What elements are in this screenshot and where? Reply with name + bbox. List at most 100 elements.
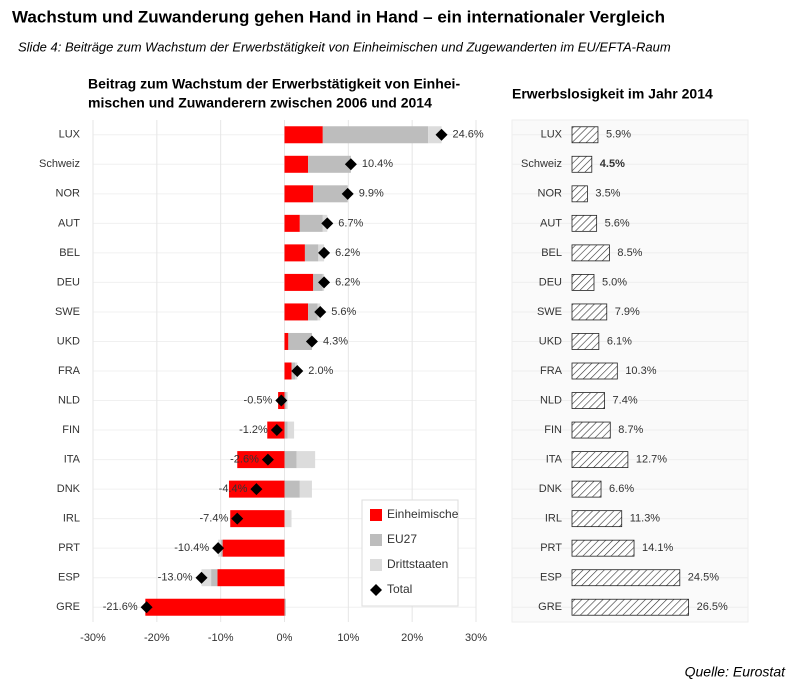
value-label: -7.4% (200, 513, 229, 525)
bar (571, 362, 618, 380)
legend-label: EU27 (387, 532, 417, 546)
value-label: 10.3% (625, 365, 656, 377)
total-marker (212, 542, 225, 555)
value-label: -2.6% (230, 453, 259, 465)
y-tick-label: NLD (58, 394, 80, 406)
value-label: 5.0% (602, 276, 627, 288)
bar-segment (313, 273, 323, 291)
bar-segment (284, 155, 309, 173)
value-label: 8.5% (617, 247, 642, 259)
legend-swatch (370, 559, 382, 571)
bar-segment (284, 332, 289, 350)
y-tick-label: FRA (58, 365, 81, 377)
value-label: 6.2% (335, 247, 360, 259)
total-marker (305, 335, 318, 348)
bar-segment (284, 480, 300, 498)
value-label: 7.9% (615, 306, 640, 318)
value-label: -1.2% (239, 424, 268, 436)
y-tick-label: ESP (540, 572, 562, 584)
bar-segment (284, 303, 309, 321)
value-label: -0.5% (244, 394, 273, 406)
bar (571, 598, 689, 616)
y-tick-label: PRT (540, 542, 562, 554)
y-tick-label: ITA (64, 453, 81, 465)
bar (571, 274, 595, 291)
bar-segment (428, 126, 442, 144)
y-tick-label: AUT (58, 217, 80, 229)
bar (571, 185, 588, 203)
total-marker (275, 394, 288, 407)
value-label: 7.4% (613, 394, 638, 406)
y-tick-label: DEU (57, 276, 80, 288)
total-marker (291, 365, 304, 377)
bar-segment (284, 273, 314, 291)
subtitle: Slide 4: Beiträge zum Wachstum der Erwer… (18, 39, 671, 54)
value-label: 6.1% (607, 335, 632, 347)
x-tick-label: -10% (208, 632, 234, 644)
bar (571, 392, 605, 409)
bar-segment (284, 421, 288, 439)
y-tick-label: BEL (59, 247, 80, 259)
legend-swatch (370, 534, 382, 546)
y-tick-label: GRE (56, 601, 80, 613)
total-marker (270, 424, 283, 437)
y-tick-label: IRL (63, 513, 80, 525)
bar-segment (284, 451, 297, 469)
y-tick-label: DNK (57, 483, 81, 495)
value-label: 11.3% (630, 513, 661, 525)
value-label: 26.5% (697, 601, 728, 613)
y-tick-label: SWE (537, 306, 562, 318)
source: Quelle: Eurostat (685, 664, 786, 680)
x-tick-label: -20% (144, 632, 170, 644)
total-marker (250, 483, 263, 496)
title: Wachstum und Zuwanderung gehen Hand in H… (12, 7, 665, 26)
bar-segment (222, 539, 285, 557)
bar (571, 126, 599, 144)
y-tick-label: Schweiz (39, 158, 80, 170)
total-marker (314, 305, 327, 318)
chart-title: Erwerbslosigkeit im Jahr 2014 (512, 86, 713, 102)
value-label: 6.2% (335, 276, 360, 288)
value-label: 9.9% (359, 188, 384, 200)
value-label: 10.4% (362, 158, 393, 170)
bar-segment (237, 451, 285, 469)
bar-segment (217, 569, 285, 587)
y-tick-label: Schweiz (521, 158, 562, 170)
total-marker (195, 571, 208, 584)
bar-segment (308, 155, 351, 173)
bar (571, 155, 593, 173)
value-label: -10.4% (174, 542, 209, 554)
value-label: -4.4% (219, 483, 248, 495)
value-label: 8.7% (618, 424, 643, 436)
y-tick-label: SWE (55, 306, 80, 318)
y-tick-label: IRL (545, 513, 562, 525)
chart-title: mischen und Zuwanderern zwischen 2006 un… (88, 95, 432, 111)
total-marker (321, 217, 334, 230)
value-label: -21.6% (103, 601, 138, 613)
bar-segment (230, 510, 285, 528)
total-marker (341, 187, 354, 200)
y-tick-label: NOR (538, 188, 563, 200)
legend-marker (370, 584, 382, 596)
y-tick-label: LUX (541, 129, 563, 141)
bar-segment (284, 185, 314, 203)
bar-segment (313, 185, 348, 203)
value-label: 5.6% (331, 306, 356, 318)
value-label: 5.6% (605, 217, 630, 229)
bar (571, 421, 611, 439)
value-label: -13.0% (158, 572, 193, 584)
chart-title: Beitrag zum Wachstum der Erwerbstätigkei… (88, 76, 460, 92)
value-label: 4.5% (600, 158, 625, 170)
bar-segment (284, 126, 323, 144)
y-tick-label: NLD (540, 394, 562, 406)
value-label: 24.6% (453, 129, 484, 141)
y-tick-label: ESP (58, 572, 80, 584)
bar (571, 480, 602, 498)
bar (571, 303, 608, 321)
x-tick-label: -30% (80, 632, 106, 644)
total-marker (231, 512, 244, 525)
total-marker (318, 276, 331, 289)
total-marker (435, 128, 448, 141)
bar-segment (304, 244, 319, 262)
